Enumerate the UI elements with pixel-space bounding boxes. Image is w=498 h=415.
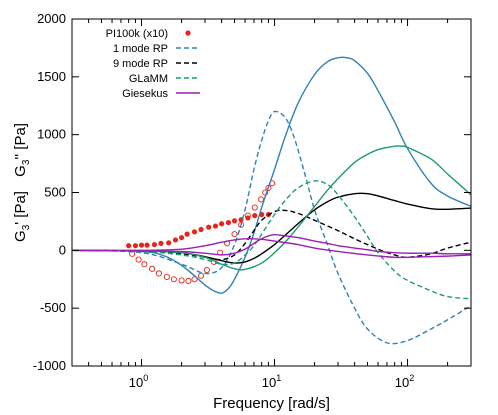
9-mode-rp-g3-double-prime-line (72, 192, 471, 264)
y-tick-label: 0 (59, 242, 66, 257)
pi100k-x10--g3-prime-point (132, 243, 139, 249)
legend-label: GLaMM (129, 73, 168, 85)
pi100k-x10--g3-double-prime-point (203, 266, 210, 274)
legend-label: 1 mode RP (113, 43, 168, 55)
pi100k-x10--g3-prime-point (184, 231, 190, 237)
glamm-g3-double-prime-line (72, 145, 471, 271)
pi100k-x10--g3-prime-point (151, 241, 158, 248)
y-tick-label: 1500 (37, 69, 66, 84)
x-tick-label: 100 (129, 373, 148, 390)
pi100k-x10--g3-prime-point (126, 243, 132, 249)
pi100k-x10--g3-double-prime-point (231, 231, 238, 238)
y-axis-title: G3' [Pa] G3'' [Pa] (12, 123, 32, 242)
pi100k-x10--g3-double-prime-point (251, 204, 258, 211)
pi100k-x10--g3-prime-point (212, 223, 219, 229)
y-tick-label: 2000 (37, 11, 66, 26)
legend: PI100k (x10) 1 mode RP 9 mode RP GLaMM Giese… (106, 28, 200, 100)
plot-frame (71, 18, 472, 367)
pi100k-x10--g3-prime-point (166, 240, 172, 246)
pi100k-x10--g3-prime-point (198, 226, 204, 233)
pi100k-x10--g3-double-prime-point (141, 261, 148, 268)
axis-ticks: -1000 -500 0 500 1000 1500 2000 100 101 102 (33, 11, 472, 390)
y-axis-title-unit1: ' [Pa] (12, 191, 29, 225)
legend-label: Giesekus (122, 88, 168, 100)
pi100k-x10--g3-prime-point (191, 229, 198, 235)
pi100k-x10--g3-prime-point (172, 237, 179, 243)
x-axis-title: Frequency [rad/s] (213, 395, 330, 412)
pi100k-x10--g3-prime-point (206, 224, 212, 230)
y-axis-title-g2: G (12, 165, 29, 177)
pi100k-x10--g3-prime-point (225, 219, 232, 226)
pi100k-x10--g3-double-prime-point (185, 277, 192, 285)
y-axis-title-g1: G (12, 230, 29, 242)
1-mode-rp-g3-prime-line (72, 110, 471, 345)
giesekus-g3-prime-line (72, 237, 471, 259)
pi100k-x10--g3-double-prime-point (244, 212, 251, 219)
legend-label: 9 mode RP (113, 58, 168, 70)
y-tick-label: -1000 (33, 358, 66, 373)
pi100k-x10--g3-prime-point (138, 242, 145, 248)
pi100k-x10--g3-prime-point (231, 218, 238, 224)
pi100k-x10--g3-double-prime-point (178, 277, 185, 284)
y-tick-label: 1000 (37, 127, 66, 142)
pi100k-x10--g3-prime-point (219, 221, 225, 227)
glamm-g3-prime-line (72, 180, 471, 300)
y-tick-label: -500 (40, 300, 66, 315)
x-tick-label: 102 (395, 373, 414, 390)
1-mode-rp-g3-double-prime-line (72, 56, 471, 294)
pi100k-x10--g3-double-prime-point (149, 265, 156, 272)
pi100k-x10--g3-double-prime-point (135, 256, 142, 263)
pi100k-x10--g3-double-prime-point (257, 196, 264, 203)
pi100k-x10--g3-prime-point (252, 213, 258, 219)
giesekus-g3-double-prime-line (72, 234, 471, 256)
y-axis-title-sub1: 3 (21, 224, 32, 230)
pi100k-x10--g3-double-prime-point (170, 276, 177, 283)
x-tick-label: 101 (262, 373, 281, 390)
y-axis-title-sub2: 3 (21, 159, 32, 165)
legend-swatch (185, 30, 191, 36)
y-axis-title-unit2: '' [Pa] (12, 123, 29, 160)
pi100k-x10--g3-prime-point (158, 240, 164, 246)
pi100k-x10--g3-double-prime-point (163, 273, 170, 280)
pi100k-x10--g3-double-prime-point (155, 270, 162, 277)
pi100k-x10--g3-prime-point (144, 242, 150, 248)
y-tick-label: 500 (44, 185, 66, 200)
legend-label: PI100k (x10) (106, 28, 168, 40)
series-layer (72, 56, 471, 345)
pi100k-x10--g3-prime-point (178, 235, 185, 241)
plot-area (72, 56, 471, 345)
pi100k-x10--g3-double-prime-point (197, 272, 205, 279)
